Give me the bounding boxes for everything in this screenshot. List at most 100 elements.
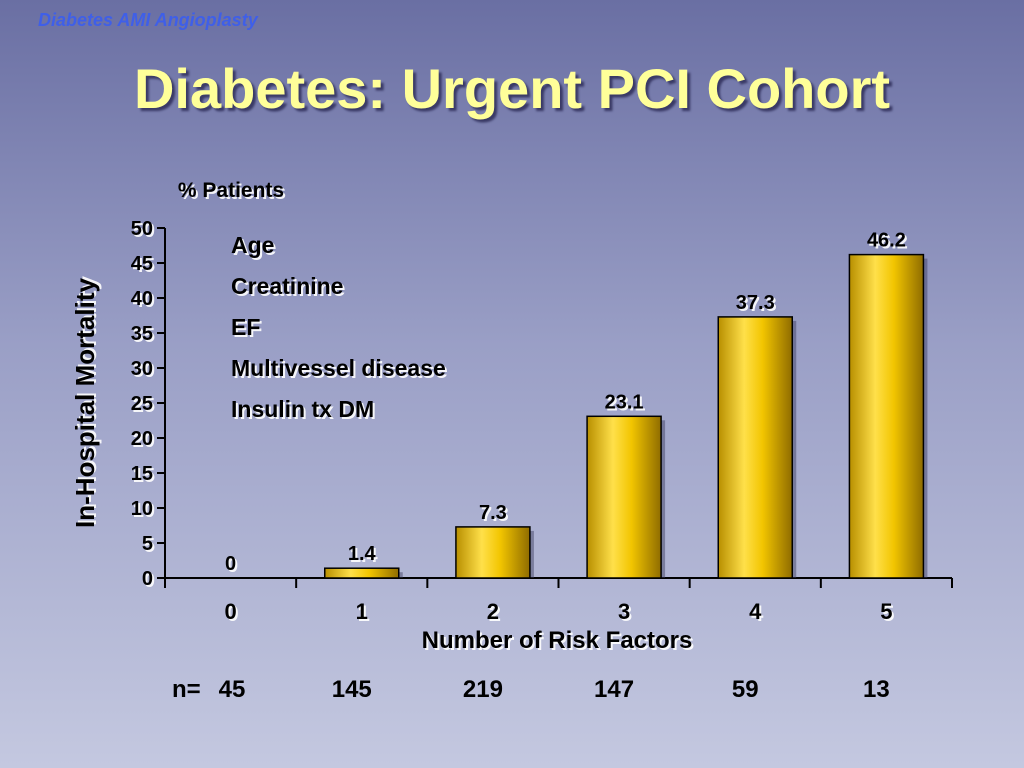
svg-text:2: 2 <box>489 601 501 626</box>
svg-text:EF: EF <box>233 316 262 342</box>
bar-3 <box>586 415 662 579</box>
x-tick-label-2: 22 <box>487 599 501 626</box>
sample-size-2: 219 <box>462 676 503 703</box>
svg-text:1: 1 <box>356 599 368 624</box>
x-tick-label-1: 11 <box>356 599 370 626</box>
svg-text:1.4: 1.4 <box>348 543 377 565</box>
svg-text:23.1: 23.1 <box>607 393 646 415</box>
svg-text:Insulin tx DM: Insulin tx DM <box>233 398 376 424</box>
svg-text:35: 35 <box>131 323 153 345</box>
svg-text:Age: Age <box>233 234 276 260</box>
svg-text:50: 50 <box>131 218 153 240</box>
svg-text:In-Hospital Mortality: In-Hospital Mortality <box>72 276 102 526</box>
svg-text:1: 1 <box>358 601 370 626</box>
svg-text:1.4: 1.4 <box>350 545 379 567</box>
svg-text:25: 25 <box>131 393 153 415</box>
bar-2 <box>455 526 531 579</box>
svg-text:35: 35 <box>133 325 155 347</box>
svg-text:15: 15 <box>133 465 155 487</box>
slide-header: Diabetes AMI Angioplasty <box>38 10 258 30</box>
svg-text:Multivessel disease: Multivessel disease <box>233 357 448 383</box>
svg-text:Creatinine: Creatinine <box>231 273 343 299</box>
x-tick-label-5: 55 <box>880 599 894 626</box>
svg-text:EF: EF <box>231 314 260 340</box>
svg-text:7.3: 7.3 <box>481 504 509 526</box>
svg-text:4: 4 <box>749 599 762 624</box>
svg-text:10: 10 <box>133 500 155 522</box>
svg-text:% Patients: % Patients <box>178 179 284 202</box>
svg-text:2: 2 <box>487 599 499 624</box>
x-tick-label-3: 33 <box>618 599 632 626</box>
svg-text:Multivessel disease: Multivessel disease <box>231 355 446 381</box>
bar-4 <box>717 316 793 579</box>
sample-size-1: 145 <box>331 676 372 703</box>
bar-1 <box>324 567 400 579</box>
x-tick-label-0: 00 <box>224 599 238 626</box>
y-tick-label: 00 <box>142 568 155 592</box>
data-label-5: 46.246.2 <box>867 230 908 254</box>
x-tick-label-4: 44 <box>749 599 764 626</box>
svg-text:20: 20 <box>133 430 155 452</box>
unit-label: % Patients% Patients <box>178 179 286 204</box>
svg-text:0: 0 <box>142 568 153 590</box>
svg-text:% Patients: % Patients <box>180 181 286 204</box>
svg-text:40: 40 <box>133 290 155 312</box>
data-label-3: 23.123.1 <box>605 391 646 415</box>
svg-text:50: 50 <box>133 220 155 242</box>
data-label-0: 00 <box>225 553 238 577</box>
sample-size-label: n= <box>172 676 201 703</box>
data-label-2: 7.37.3 <box>479 502 509 526</box>
svg-text:30: 30 <box>131 358 153 380</box>
svg-text:5: 5 <box>144 535 155 557</box>
svg-text:40: 40 <box>131 288 153 310</box>
slide-title: Diabetes: Urgent PCI Cohort <box>133 57 891 120</box>
svg-text:3: 3 <box>618 599 630 624</box>
svg-text:10: 10 <box>131 498 153 520</box>
svg-text:4: 4 <box>751 601 764 626</box>
sample-size-5: 13 <box>863 676 890 703</box>
svg-text:Creatinine: Creatinine <box>233 275 345 301</box>
svg-text:5: 5 <box>880 599 892 624</box>
svg-text:Number of Risk Factors: Number of Risk Factors <box>424 629 695 656</box>
data-label-4: 37.337.3 <box>736 292 777 316</box>
svg-text:0: 0 <box>225 553 236 575</box>
svg-text:45: 45 <box>131 253 153 275</box>
svg-text:45: 45 <box>133 255 155 277</box>
svg-text:5: 5 <box>142 533 153 555</box>
svg-text:7.3: 7.3 <box>479 502 507 524</box>
svg-text:Number of Risk Factors: Number of Risk Factors <box>422 627 693 654</box>
svg-text:Insulin tx DM: Insulin tx DM <box>231 396 374 422</box>
sample-size-0: 45 <box>218 676 246 703</box>
svg-text:0: 0 <box>144 570 155 592</box>
svg-text:30: 30 <box>133 360 155 382</box>
svg-text:20: 20 <box>131 428 153 450</box>
sample-size-4: 59 <box>731 676 759 703</box>
svg-text:Age: Age <box>231 232 274 258</box>
data-label-1: 1.41.4 <box>348 543 379 567</box>
svg-text:In-Hospital Mortality: In-Hospital Mortality <box>70 278 100 528</box>
svg-text:37.3: 37.3 <box>738 294 777 316</box>
svg-text:15: 15 <box>131 463 153 485</box>
svg-text:25: 25 <box>133 395 155 417</box>
svg-text:46.2: 46.2 <box>869 232 908 254</box>
bar-5 <box>848 253 925 579</box>
svg-text:5: 5 <box>882 601 894 626</box>
svg-text:46.2: 46.2 <box>867 230 906 252</box>
svg-text:37.3: 37.3 <box>736 292 775 314</box>
